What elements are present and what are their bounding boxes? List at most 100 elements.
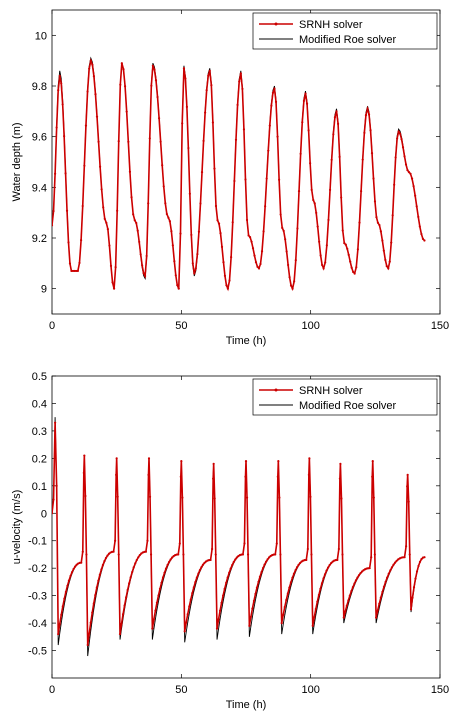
srnh-data-point	[245, 218, 249, 222]
srnh-data-point	[157, 594, 160, 597]
srnh-data-point	[418, 560, 422, 563]
x-tick-label: 100	[301, 320, 319, 332]
srnh-data-point	[122, 68, 125, 71]
srnh-data-point	[129, 576, 132, 579]
srnh-data-point	[390, 241, 393, 244]
srnh-data-point	[282, 613, 285, 616]
srnh-data-point	[293, 280, 296, 283]
srnh-data-point	[95, 586, 98, 589]
srnh-data-point	[285, 598, 288, 602]
srnh-data-point	[378, 223, 381, 227]
srnh-data-point	[81, 550, 84, 553]
srnh-data-point	[244, 178, 247, 181]
srnh-data-point	[202, 139, 205, 142]
srnh-data-point	[305, 558, 308, 562]
srnh-data-point	[328, 188, 332, 191]
srnh-data-point	[139, 253, 142, 256]
srnh-data-point	[151, 64, 154, 67]
srnh-data-point	[345, 604, 348, 607]
y-tick-label: 9.2	[32, 233, 47, 245]
srnh-data-point	[211, 121, 214, 124]
srnh-data-point	[316, 225, 319, 228]
srnh-data-point	[189, 598, 192, 601]
srnh-data-point	[406, 473, 409, 476]
srnh-data-point	[270, 104, 273, 107]
srnh-data-point	[387, 572, 390, 575]
srnh-data-point	[190, 233, 193, 236]
srnh-data-point	[347, 599, 350, 602]
srnh-data-point	[363, 131, 366, 135]
y-tick-label: 0.3	[32, 426, 47, 438]
y-tick-label: 9.8	[32, 81, 47, 93]
srnh-data-point	[403, 155, 406, 158]
plot-frame	[51, 375, 441, 679]
srnh-data-point	[346, 247, 349, 250]
srnh-data-point	[312, 198, 315, 202]
srnh-data-point	[283, 605, 286, 609]
srnh-data-point	[369, 129, 372, 132]
srnh-data-point	[384, 580, 387, 584]
srnh-data-point	[230, 256, 233, 259]
srnh-data-point	[226, 287, 229, 290]
srnh-data-point	[147, 457, 151, 460]
srnh-data-point	[150, 84, 153, 87]
y-tick-label: 0	[41, 508, 47, 520]
srnh-data-point	[308, 457, 311, 460]
srnh-data-point	[391, 214, 394, 217]
srnh-data-point	[241, 553, 244, 556]
srnh-data-point	[250, 240, 253, 243]
srnh-markers	[52, 421, 426, 647]
srnh-data-point	[319, 254, 322, 257]
srnh-data-point	[222, 260, 225, 264]
srnh-data-point	[52, 512, 54, 515]
srnh-data-point	[251, 607, 254, 610]
srnh-data-point	[243, 542, 246, 545]
srnh-data-point	[67, 579, 71, 582]
srnh-data-point	[301, 121, 304, 124]
srnh-data-point	[385, 265, 388, 268]
srnh-data-point	[396, 137, 399, 140]
x-axis-label: Time (h)	[226, 335, 267, 347]
srnh-data-point	[252, 599, 256, 603]
srnh-data-point	[393, 561, 397, 564]
srnh-data-point	[235, 556, 238, 559]
srnh-data-point	[219, 232, 222, 235]
srnh-data-point	[265, 560, 268, 563]
legend-srnh-marker	[274, 388, 278, 392]
srnh-data-point	[91, 611, 94, 614]
srnh-data-point	[176, 284, 179, 287]
srnh-data-point	[319, 587, 322, 590]
srnh-data-point	[138, 554, 141, 557]
srnh-data-point	[104, 556, 108, 560]
srnh-data-point	[97, 579, 100, 582]
srnh-data-point	[80, 561, 83, 564]
srnh-data-point	[89, 59, 92, 62]
srnh-data-point	[360, 190, 363, 193]
srnh-data-point	[217, 222, 221, 225]
srnh-data-point	[103, 560, 106, 563]
srnh-data-point	[63, 597, 66, 600]
srnh-data-point	[184, 77, 187, 80]
srnh-data-point	[173, 259, 176, 263]
srnh-data-point	[392, 563, 395, 566]
srnh-data-point	[138, 240, 141, 244]
srnh-data-point	[357, 574, 361, 577]
srnh-data-point	[133, 219, 136, 222]
srnh-data-point	[253, 254, 256, 257]
srnh-data-point	[114, 539, 117, 542]
srnh-data-point	[411, 596, 414, 599]
srnh-data-point	[359, 572, 362, 575]
srnh-data-point	[375, 616, 378, 619]
srnh-data-point	[241, 87, 244, 90]
srnh-data-point	[373, 200, 377, 203]
srnh-data-point	[181, 496, 184, 499]
srnh-data-point	[352, 270, 355, 274]
srnh-data-point	[94, 593, 97, 597]
srnh-data-point	[238, 80, 241, 83]
legend-srnh-label: SRNH solver	[299, 19, 363, 31]
srnh-data-point	[179, 475, 182, 478]
srnh-data-point	[333, 116, 337, 119]
srnh-data-point	[371, 460, 374, 463]
srnh-data-point	[86, 643, 89, 647]
srnh-data-point	[350, 590, 353, 593]
